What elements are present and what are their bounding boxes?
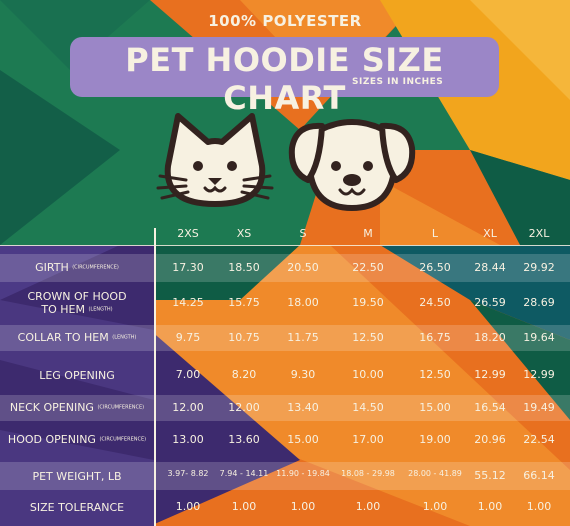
table-cell: 14.50 [352,401,384,414]
table-cell: 17.00 [352,433,384,446]
row-label-text: PET WEIGHT, LB [32,469,122,483]
table-cell: 19.00 [419,433,451,446]
table-cell: 19.49 [523,401,555,414]
table-cell: 19.64 [523,331,555,344]
table-cell: 7.00 [175,368,201,381]
table-cell: 66.14 [523,469,555,482]
size-header-xs: XS [236,227,252,240]
table-cell: 18.00 [287,296,319,309]
table-cell: 8.20 [231,368,257,381]
row-label-text: NECK OPENING [9,401,94,415]
row-label-note: (CIRCUMFERENCE) [97,404,145,411]
table-cell: 12.99 [474,368,506,381]
table-cell: 3.97- 8.82 [167,469,209,478]
row-label-text: SIZE TOLERANCE [29,500,125,514]
table-cell: 20.50 [287,261,319,274]
table-cell: 28.69 [523,296,555,309]
row-label-text: HOOD OPENING [7,433,96,447]
table-cell: 11.75 [287,331,319,344]
row-label-text-line2: TO HEM [41,302,85,316]
material-label: 100% POLYESTER [208,12,362,30]
size-header-xl: XL [483,227,497,240]
row-label-note: (CIRCUMFERENCE) [99,436,147,443]
table-cell: 18.20 [474,331,506,344]
table-cell: 15.00 [287,433,319,446]
size-header-2xl: 2XL [528,227,550,240]
cat-face-icon [156,113,274,207]
row-label-text: CROWN OF HOOD [27,289,127,303]
table-cell: 1.00 [355,500,381,513]
table-cell: 13.40 [287,401,319,414]
table-cell: 18.08 - 29.98 [341,469,395,478]
table-cell: 12.50 [352,331,384,344]
table-cell: 29.92 [523,261,555,274]
row-label-neck-opening: NECK OPENING (CIRCUMFERENCE) [0,394,154,422]
table-cell: 12.50 [419,368,451,381]
table-cell: 14.25 [172,296,204,309]
table-cell: 12.00 [172,401,204,414]
row-label-note: (LENGTH) [112,334,137,341]
table-cell: 9.75 [175,331,201,344]
size-header-2xs: 2XS [177,227,199,240]
table-cell: 1.00 [231,500,257,513]
row-label-crown-of-hood: CROWN OF HOOD TO HEM (LENGTH) [0,286,154,320]
row-label-collar-to-hem: COLLAR TO HEM (LENGTH) [0,326,154,350]
row-label-pet-weight-lb: PET WEIGHT, LB [0,464,154,488]
header-divider [0,245,570,246]
table-cell: 1.00 [422,500,448,513]
size-header-s: S [299,227,307,240]
row-label-text: GIRTH [35,261,69,275]
table-cell: 28.44 [474,261,506,274]
units-label: SIZES IN INCHES [352,77,444,87]
table-cell: 18.50 [228,261,260,274]
table-cell: 1.00 [477,500,503,513]
row-label-leg-opening: LEG OPENING [0,363,154,387]
table-cell: 24.50 [419,296,451,309]
row-label-girth: GIRTH (CIRCUMFERENCE) [0,255,154,281]
title-banner [70,37,499,97]
table-cell: 13.60 [228,433,260,446]
table-cell: 1.00 [526,500,552,513]
row-label-note: (LENGTH) [88,306,113,313]
row-label-text: COLLAR TO HEM [17,331,109,345]
table-cell: 1.00 [175,500,201,513]
table-cell: 26.59 [474,296,506,309]
table-cell: 1.00 [290,500,316,513]
table-cell: 13.00 [172,433,204,446]
table-cell: 22.50 [352,261,384,274]
table-cell: 11.90 - 19.84 [276,469,330,478]
table-cell: 19.50 [352,296,384,309]
table-cell: 26.50 [419,261,451,274]
table-cell: 7.94 - 14.11 [219,469,269,478]
table-cell: 16.54 [474,401,506,414]
row-label-note: (CIRCUMFERENCE) [72,264,119,271]
size-header-l: L [431,227,439,240]
dog-face-icon [288,119,416,211]
table-cell: 17.30 [172,261,204,274]
table-cell: 12.00 [228,401,260,414]
column-divider [154,228,156,526]
row-label-size-tolerance: SIZE TOLERANCE [0,495,154,519]
table-cell: 15.00 [419,401,451,414]
table-cell: 16.75 [419,331,451,344]
table-cell: 9.30 [290,368,316,381]
table-cell: 10.75 [228,331,260,344]
row-label-text: LEG OPENING [39,368,115,382]
row-label-hood-opening: HOOD OPENING (CIRCUMFERENCE) [0,426,154,454]
page-title: PET HOODIE SIZE CHART [125,41,444,117]
table-cell: 22.54 [523,433,555,446]
table-cell: 20.96 [474,433,506,446]
table-cell: 10.00 [352,368,384,381]
table-cell: 28.00 - 41.89 [408,469,462,478]
table-cell: 55.12 [474,469,506,482]
table-cell: 12.99 [523,368,555,381]
table-cell: 15.75 [228,296,260,309]
size-header-m: M [363,227,373,240]
